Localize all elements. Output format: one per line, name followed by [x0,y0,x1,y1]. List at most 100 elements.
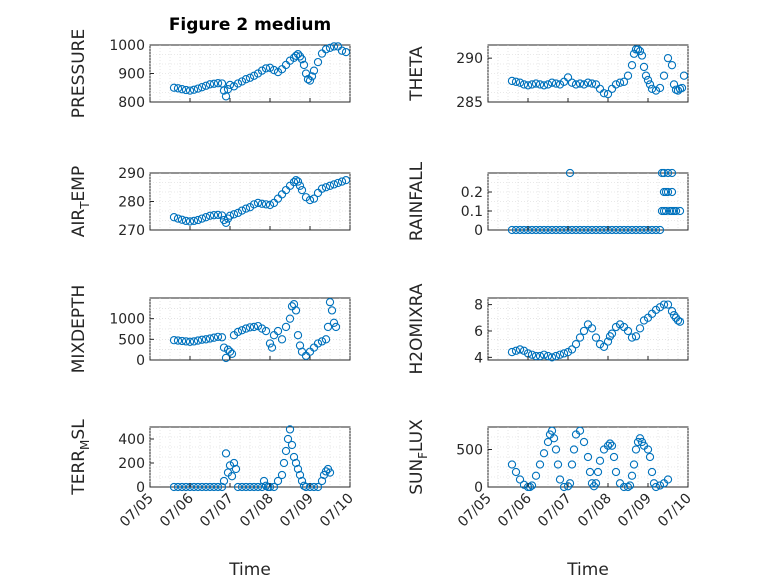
data-point [611,467,621,477]
data-point [553,460,563,469]
data-point [565,479,575,488]
data-point [173,482,183,492]
data-point [525,482,535,492]
data-point [173,84,183,93]
data-point [559,349,569,358]
data-point [205,80,215,89]
data-point [265,200,275,210]
data-point [635,46,645,56]
data-point [197,83,207,92]
data-point [547,225,557,235]
data-point [603,89,613,99]
data-point [317,476,327,486]
data-point [551,225,561,235]
x-tick-label: 07/09 [277,491,317,531]
data-point [257,66,267,75]
data-point [671,206,681,216]
data-point [543,225,553,235]
data-point [317,337,327,346]
data-point [591,333,601,342]
data-point [571,340,581,349]
subplot-theta: 285 290 THETA [407,44,689,111]
data-point [217,482,227,492]
data-point [205,211,215,220]
data-point [257,324,267,333]
y-tick-label: 6 [474,324,483,340]
data-point [237,326,247,335]
data-point [213,210,223,220]
data-point [291,306,301,315]
data-point [233,79,243,88]
data-point [233,482,243,492]
data-point [623,71,633,80]
data-point [669,310,679,320]
data-point [325,181,335,190]
data-point [647,84,657,93]
data-point [511,346,521,355]
data-point [627,61,637,70]
data-point [205,482,215,492]
data-point [511,77,521,86]
data-point [543,437,553,447]
y-tick-label: 500 [456,443,483,459]
data-point [297,55,307,64]
data-point [575,333,585,342]
data-point [197,214,207,223]
data-point [603,337,613,346]
x-tick-label: 07/06 [157,490,197,530]
data-point [519,80,529,89]
data-point [551,445,561,454]
data-point [241,324,251,333]
x-tick-label: 07/05 [455,491,495,531]
data-point [257,482,267,492]
data-point [663,168,673,178]
data-point [313,57,323,67]
data-point [599,89,609,98]
data-point [543,351,553,361]
data-point [279,458,289,468]
data-point [575,426,585,435]
data-point [575,225,585,235]
y-tick-label: 400 [118,432,145,448]
x-tick-label: 07/09 [615,491,655,531]
data-point [201,81,211,90]
data-point [591,479,601,488]
x-tick-label: 07/07 [535,491,575,531]
data-point [651,482,661,492]
data-point [181,216,191,226]
data-point [631,225,641,235]
y-axis-label: SUNFLUX [407,419,430,495]
data-point [261,326,271,336]
data-point [291,458,301,468]
data-point [663,54,673,63]
data-point [669,80,679,89]
data-point [535,225,545,235]
x-tick-label: 07/05 [117,491,157,531]
x-tick-label: 07/07 [197,491,237,531]
data-point [547,426,557,435]
data-point [547,78,557,87]
data-point [227,472,237,481]
y-tick-label: 800 [118,95,145,111]
data-point [567,345,577,354]
data-point [201,335,211,344]
data-point [657,168,667,178]
data-point [677,83,687,93]
data-point [523,81,533,90]
data-point [583,78,593,87]
y-axis-label: AIRTEMP [69,166,92,237]
data-point [291,51,301,60]
data-point [325,297,335,307]
y-tick-label: 0 [474,480,483,496]
data-point [627,333,637,342]
data-point [675,206,685,216]
data-point [587,324,597,333]
data-point [673,316,683,325]
data-point [623,326,633,336]
data-point [579,80,589,89]
data-point [261,64,271,73]
y-tick-label: 4 [474,350,483,366]
data-point [615,225,625,235]
data-point [297,476,307,486]
x-tick-label: 07/10 [655,491,695,531]
